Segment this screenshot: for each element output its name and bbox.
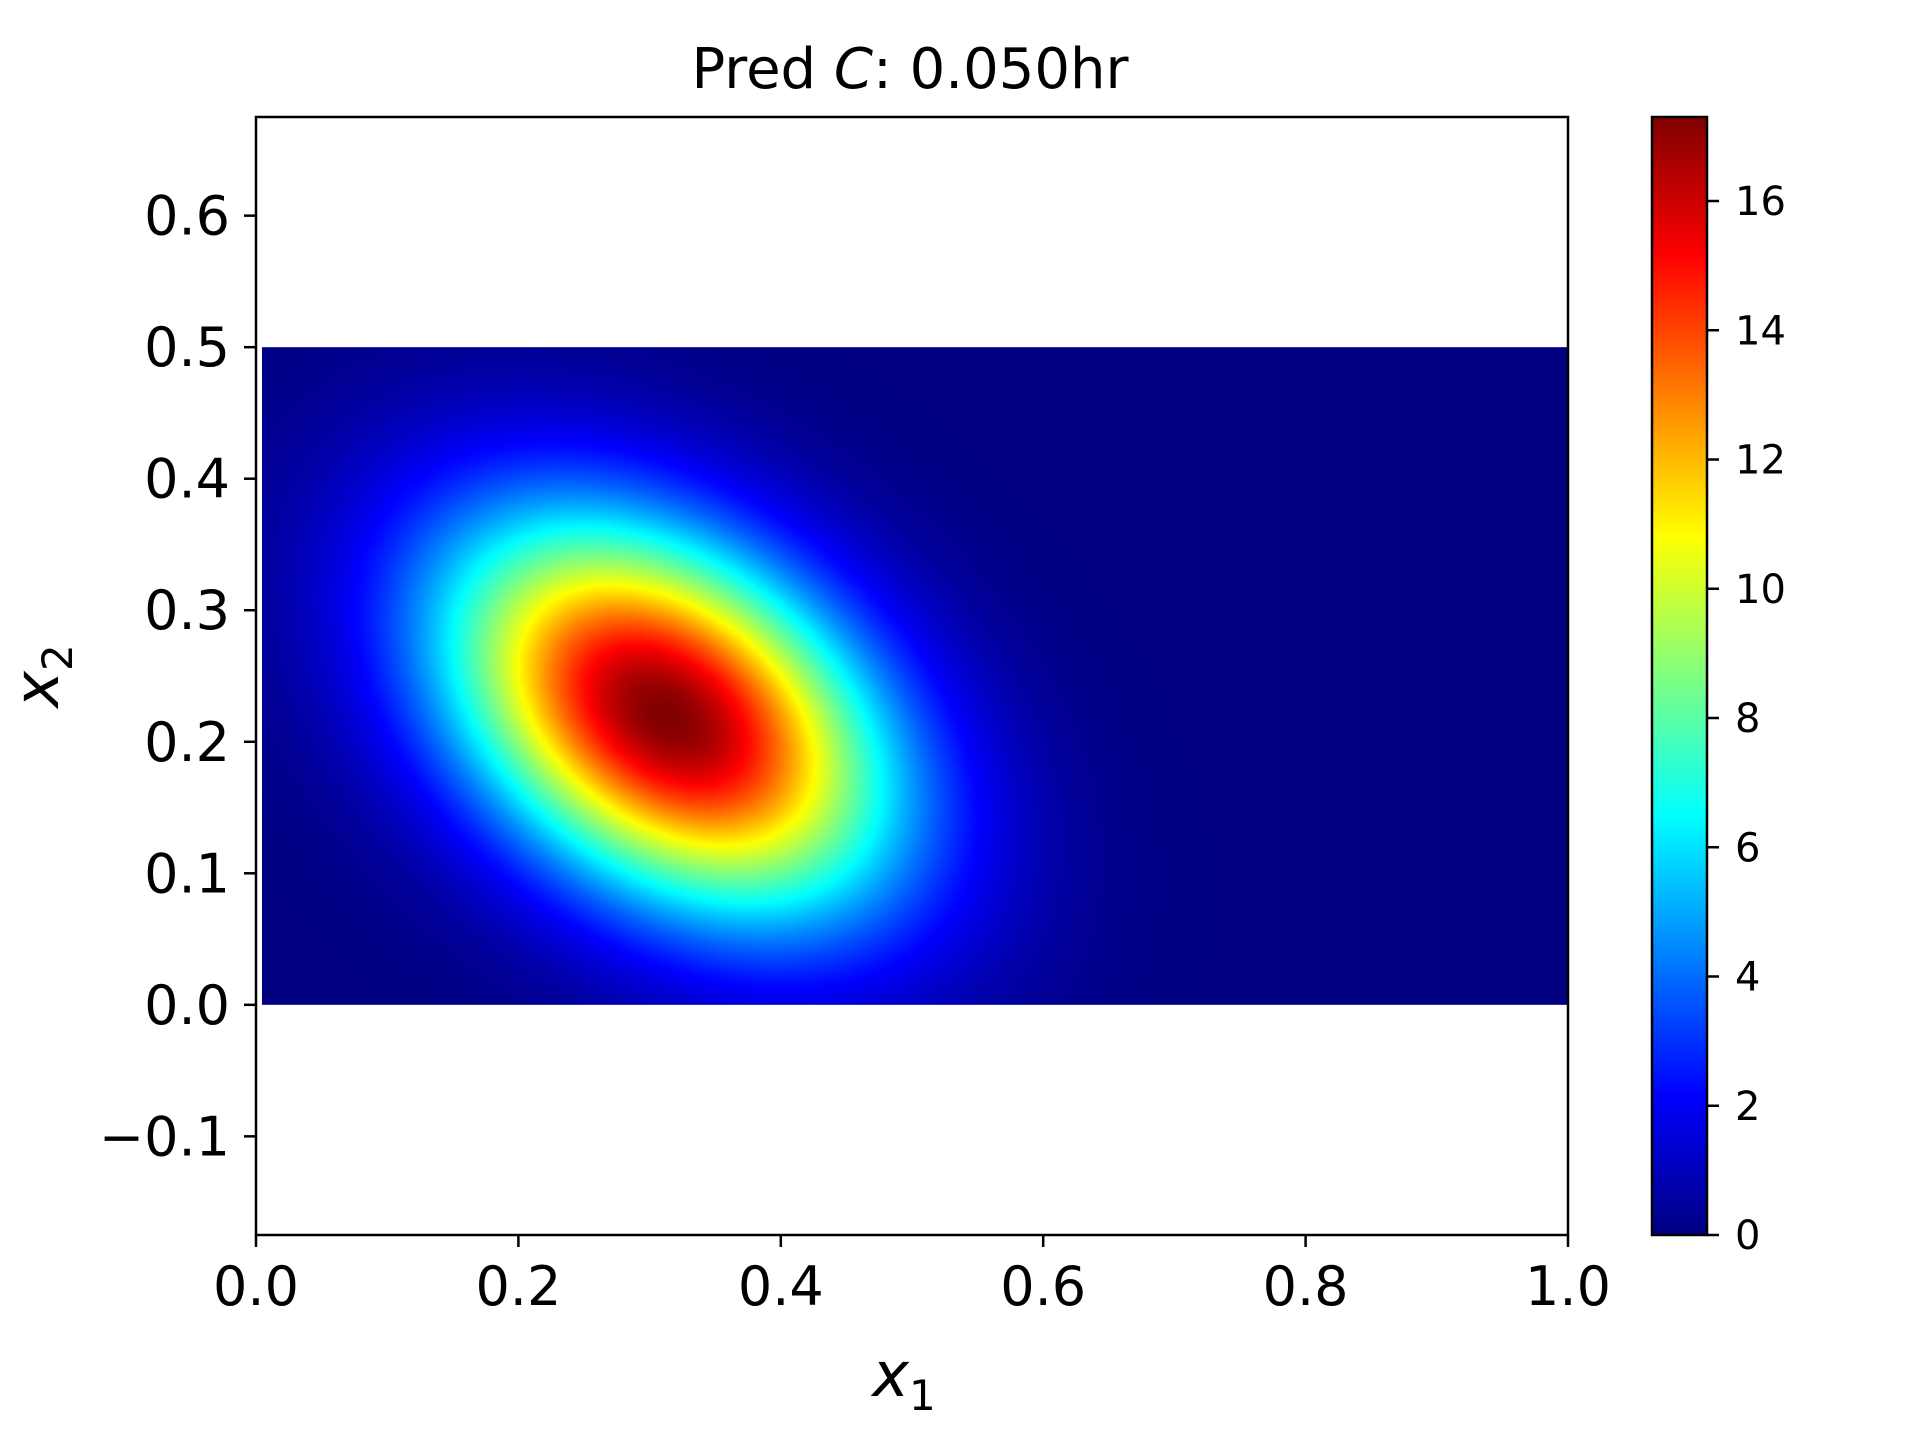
colorbar-tick-label: 16 <box>1735 179 1786 225</box>
y-tick-label: 0.1 <box>144 842 230 905</box>
y-tick-label: 0.2 <box>144 711 230 774</box>
colorbar-tick-label: 2 <box>1735 1084 1760 1130</box>
colorbar-tick-label: 12 <box>1735 438 1786 484</box>
x-axis: 0.0 0.2 0.4 0.6 0.8 1.0 <box>213 1235 1611 1318</box>
x-tick-label: 0.4 <box>738 1255 824 1318</box>
x-tick-label: 0.6 <box>1000 1255 1086 1318</box>
colorbar-tick-label: 10 <box>1735 567 1786 613</box>
y-axis-label-subscript: 2 <box>33 644 82 671</box>
x-tick-label: 0.0 <box>213 1255 299 1318</box>
colorbar-tick-label: 4 <box>1735 955 1760 1001</box>
x-axis-label-subscript: 1 <box>909 1371 936 1420</box>
colorbar-tick-label: 0 <box>1735 1213 1760 1259</box>
y-tick-label: 0.4 <box>144 448 230 511</box>
y-axis-label: x2 <box>0 644 82 709</box>
colorbar-frame <box>1650 115 1709 1237</box>
heatmap-image <box>262 347 1568 1005</box>
colorbar: 0 2 4 6 8 10 12 14 16 <box>1650 115 1786 1259</box>
heatmap-field <box>262 347 1568 1005</box>
y-axis: −0.1 0.0 0.1 0.2 0.3 0.4 0.5 0.6 <box>99 185 256 1168</box>
x-tick-label: 0.8 <box>1263 1255 1349 1318</box>
y-tick-label: 0.3 <box>144 579 230 642</box>
x-axis-label: x1 <box>870 1338 935 1420</box>
y-tick-label: 0.6 <box>144 185 230 248</box>
y-tick-label: 0.5 <box>144 316 230 379</box>
plot-area: 0.0 0.2 0.4 0.6 0.8 1.0 −0.10.00.10.20.30.40.… <box>99 115 1611 1318</box>
colorbar-tick-label: 14 <box>1735 308 1786 354</box>
colorbar-ticks: 0 2 4 6 8 10 12 14 16 <box>1707 179 1786 1259</box>
title-suffix: : 0.050hr <box>873 37 1129 102</box>
plot-frame <box>254 115 1570 1237</box>
colorbar-tick-label: 6 <box>1735 825 1760 871</box>
title-variable: C <box>834 37 873 102</box>
y-tick-label: 0.0 <box>144 974 230 1037</box>
x-tick-label: 0.2 <box>475 1255 561 1318</box>
x-tick-label: 1.0 <box>1525 1255 1611 1318</box>
colorbar-gradient <box>1652 117 1707 1235</box>
colorbar-tick-label: 8 <box>1735 696 1760 742</box>
y-tick-label: −0.1 <box>99 1105 230 1168</box>
chart-title: Pred C: 0.050hr <box>692 37 1130 102</box>
